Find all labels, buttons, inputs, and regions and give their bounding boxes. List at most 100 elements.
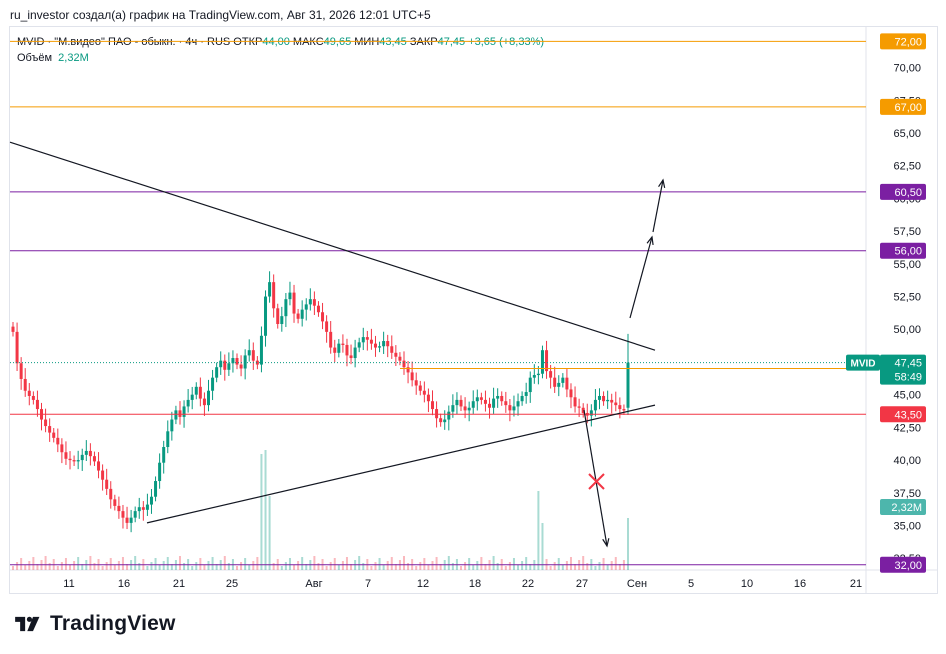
volume-bar [64,558,67,570]
volume-bar [549,566,552,570]
support-trendline [146,404,656,524]
volume-bar [28,561,31,570]
chart-caption: ru_investor создал(а) график на TradingV… [10,8,431,22]
volume-bar [508,562,511,570]
volume-bar [565,561,568,570]
volume-bar [264,450,267,570]
volume-bar [244,558,247,570]
volume-bar [382,565,385,570]
volume-bar [627,518,629,570]
arrow-down-to-32 [583,409,608,547]
candle-body [308,299,312,305]
volume-bar [435,557,438,570]
volume-legend: Объём 2,32М [17,52,89,64]
volume-bar [36,564,39,570]
arrow-up-to-56-head [646,235,654,246]
candle-body [202,398,206,406]
candle-body [475,397,479,402]
candle-body [145,504,149,510]
volume-bar [341,561,344,570]
time-tick-label: Авг [305,578,322,590]
volume-bar [350,564,353,570]
volume-bar [517,565,520,570]
candle-body [463,406,467,411]
arrow-up-to-60 [652,179,664,233]
candle-body [239,364,243,369]
candle-body [223,360,227,370]
footer: TradingView [12,612,176,636]
volume-bar [191,566,194,570]
candle-body [182,406,186,417]
candle-body [459,399,463,407]
volume-bar [402,556,405,570]
volume-bar [297,561,300,570]
volume-bar [162,561,165,570]
candle-body [382,341,386,347]
price-tick-label: 37,50 [893,488,921,500]
candle-body [471,401,475,408]
close-label: ЗАКР [409,36,438,48]
volume-bar [427,565,430,570]
volume-bar [594,566,597,570]
candle-body [447,411,451,420]
candle-body [276,308,280,325]
candle-body [553,377,557,387]
volume-bar [561,565,564,570]
volume-bar [370,566,373,570]
candle-body [133,511,137,518]
candle-body [158,462,162,482]
volume-bar [464,562,467,570]
volume-tag-label: 2,32М [891,502,922,514]
price-chart[interactable]: 70,0067,5065,0062,5060,0057,5055,0052,50… [0,0,946,600]
level-price-tag [880,98,926,115]
candle-body [97,461,101,471]
candle-body [56,437,60,445]
candle-body [593,399,597,411]
volume-bar [227,563,230,570]
candle-body [540,350,544,374]
countdown-label: 58:49 [894,372,922,384]
volume-bar [236,566,239,570]
volume-bar [280,566,283,570]
arrow-up-to-60-head [658,178,666,188]
volume-bar [394,564,397,570]
candle-body [137,507,141,512]
candle-body [227,363,231,370]
volume-bar [126,564,129,570]
volume-bar [293,565,296,570]
candle-body [264,296,268,336]
candle-body [288,292,292,300]
candle-body [610,399,614,403]
candle-body [500,395,504,402]
candle-body [178,410,182,417]
candle-body [618,405,622,410]
tradingview-brand: TradingView [50,612,176,635]
price-tick-label: 55,00 [893,259,921,271]
volume-bar [586,563,589,570]
volume-bar [134,556,137,570]
level-price-label: 60,50 [894,187,922,199]
candle-body [353,347,357,359]
candle-body [23,378,27,391]
level-price-label: 43,50 [894,409,922,421]
volume-bar [610,561,613,570]
candle-body [255,360,259,365]
candle-body [64,452,68,459]
tradingview-logo-icon [15,616,40,632]
volume-bar [32,557,35,570]
volume-bar [56,566,59,570]
level-price-tag [880,33,926,50]
last-price-label: 47,45 [894,358,922,370]
volume-bar [476,561,479,570]
volume-bar [260,454,263,570]
volume-bar [423,558,426,570]
candle-body [549,371,553,378]
candle-body [194,386,198,395]
candle-body [190,394,194,400]
time-tick-label: Сен [627,578,647,590]
candle-body [325,321,329,332]
time-tick-label: 27 [576,578,588,590]
volume-bar [69,565,72,570]
volume-bar [480,557,483,570]
candle-body [154,481,158,497]
